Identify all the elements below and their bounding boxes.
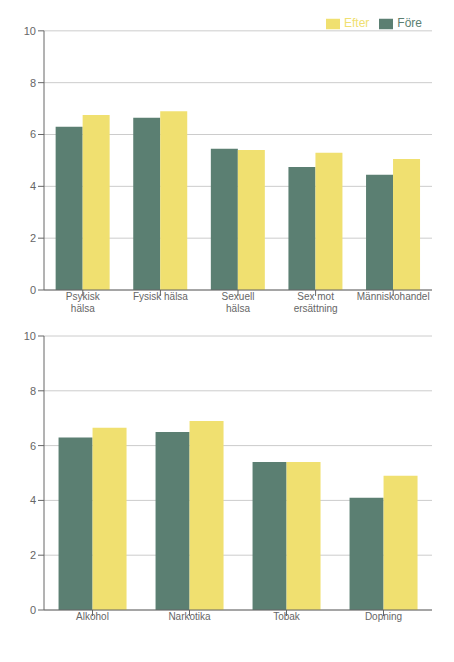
- svg-text:4: 4: [30, 180, 36, 192]
- svg-text:4: 4: [30, 494, 36, 506]
- svg-text:Narkotika: Narkotika: [168, 611, 211, 622]
- svg-text:Tobak: Tobak: [273, 611, 301, 622]
- svg-text:8: 8: [30, 385, 36, 397]
- svg-text:0: 0: [30, 284, 36, 296]
- svg-text:8: 8: [30, 77, 36, 89]
- svg-text:2: 2: [30, 232, 36, 244]
- svg-text:Dopning: Dopning: [365, 611, 402, 622]
- svg-text:6: 6: [30, 440, 36, 452]
- svg-text:Människohandel: Människohandel: [357, 291, 430, 302]
- html-text:Före: Före: [397, 16, 422, 30]
- svg-text:Alkohol: Alkohol: [76, 611, 109, 622]
- svg-text:10: 10: [24, 330, 36, 342]
- svg-text:2: 2: [30, 549, 36, 561]
- html-text:Efter: Efter: [344, 16, 370, 30]
- svg-text:Sexuellhälsa: Sexuellhälsa: [222, 291, 255, 314]
- svg-text:Fysisk hälsa: Fysisk hälsa: [133, 291, 188, 302]
- svg-text:Psykiskhälsa: Psykiskhälsa: [66, 291, 101, 314]
- svg-text:6: 6: [30, 128, 36, 140]
- svg-text:Sex motersättning: Sex motersättning: [294, 291, 338, 314]
- svg-text:10: 10: [24, 25, 36, 37]
- svg-text:0: 0: [30, 604, 36, 616]
